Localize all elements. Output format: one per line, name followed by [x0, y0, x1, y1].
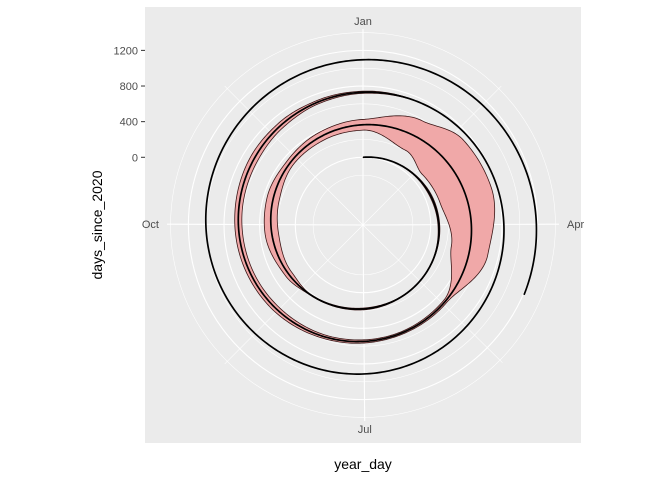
theta-tick-label-jan: Jan [354, 16, 372, 28]
line-layer [204, 58, 538, 375]
series-line [204, 58, 538, 375]
theta-tick-label-jul: Jul [358, 424, 372, 436]
y-tick-label: 1200 [114, 45, 138, 57]
y-axis-title: days_since_2020 [89, 170, 105, 279]
y-tick-label: 400 [120, 117, 138, 129]
grid-spoke-minor [362, 224, 503, 363]
y-tick-label: 800 [120, 81, 138, 93]
x-axis-title: year_day [334, 456, 392, 472]
y-tick-label: 0 [132, 152, 138, 164]
theta-tick-label-apr: Apr [567, 219, 584, 231]
theta-axis-labels: Jan Apr Jul Oct [142, 16, 585, 436]
y-axis: 0 400 800 1200 [114, 45, 145, 164]
grid-spoke-major [362, 224, 366, 421]
grid-spoke-minor [224, 224, 364, 365]
theta-tick-label-oct: Oct [142, 219, 159, 231]
